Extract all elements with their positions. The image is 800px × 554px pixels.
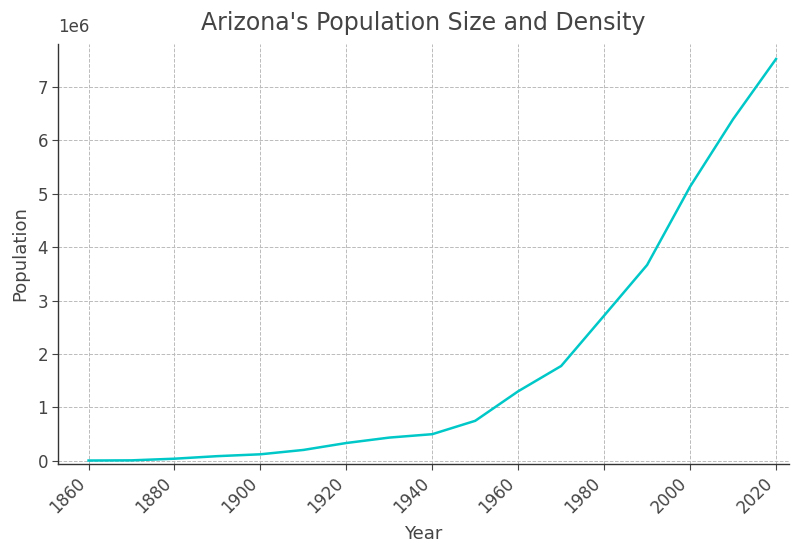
- Title: Arizona's Population Size and Density: Arizona's Population Size and Density: [202, 11, 646, 35]
- X-axis label: Year: Year: [405, 525, 443, 543]
- Text: 1e6: 1e6: [58, 18, 90, 35]
- Y-axis label: Population: Population: [11, 206, 29, 301]
